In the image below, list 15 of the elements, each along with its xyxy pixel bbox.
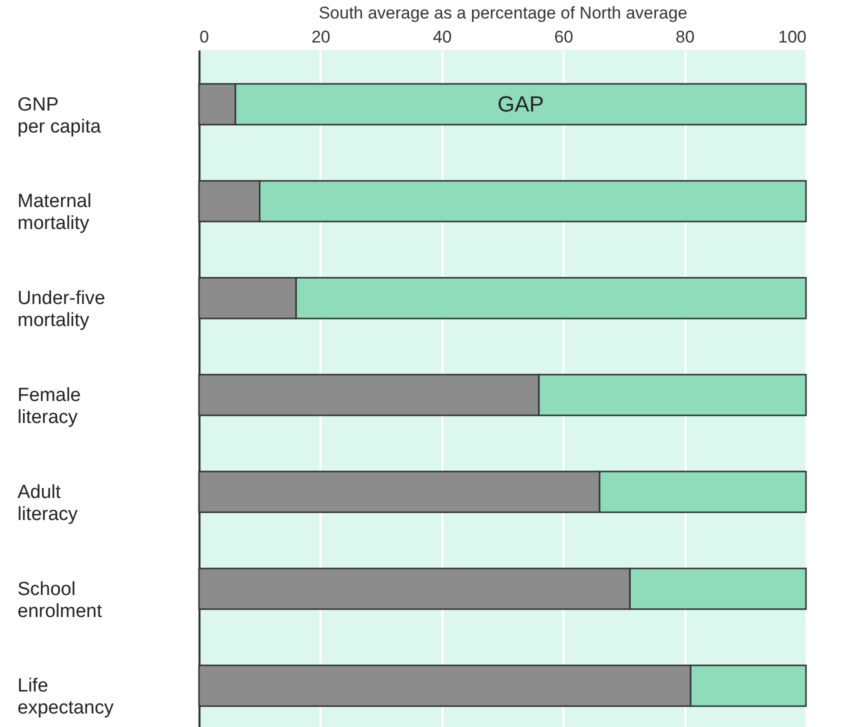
x-tick-label: 60 xyxy=(554,28,574,46)
y-tick-label: Maternal mortality xyxy=(18,191,92,234)
y-tick-label: Under-five mortality xyxy=(18,288,106,332)
x-tick-label: 40 xyxy=(432,28,452,46)
x-tick-label: 80 xyxy=(676,28,695,46)
x-tick-label: 20 xyxy=(311,28,330,46)
y-tick-label: Life expectancy xyxy=(18,676,114,719)
y-tick-label: Female literacy xyxy=(18,385,81,428)
x-tick-label: 100 xyxy=(778,28,806,46)
y-tick-label: GNP per capita xyxy=(18,94,102,138)
annotation: GAP xyxy=(497,91,544,116)
y-tick-label: School enrolment xyxy=(18,578,103,622)
y-tick-label: Adult literacy xyxy=(18,482,78,525)
x-tick-label: 0 xyxy=(200,28,209,46)
x-axis-title: South average as a percentage of North average xyxy=(318,4,688,22)
